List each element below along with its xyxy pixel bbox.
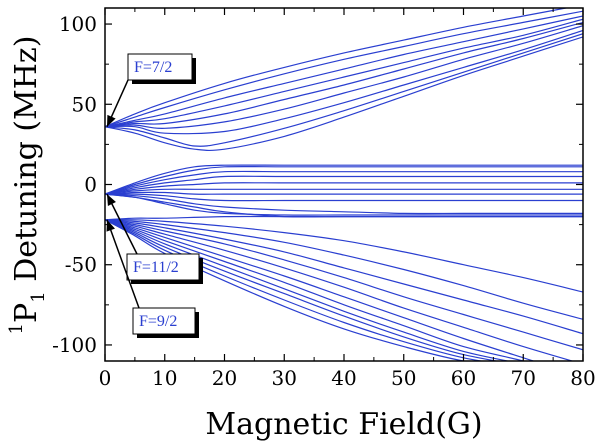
annotation-arrow-head	[107, 194, 116, 206]
annotation-1: F=7/2	[106, 53, 196, 128]
y-tick-label: 100	[59, 12, 97, 36]
series-line-17	[105, 193, 583, 202]
x-tick-label: 0	[99, 366, 112, 390]
series-line-3	[105, 15, 583, 128]
x-tick-label: 60	[451, 366, 476, 390]
series-line-29	[105, 219, 511, 361]
series-line-10	[105, 164, 583, 195]
x-tick-label: 80	[570, 366, 595, 390]
y-axis-title: 1P1 Detuning (MHz)	[6, 36, 49, 335]
annotation-box	[126, 253, 200, 281]
y-tick-label: 0	[84, 173, 97, 197]
series-line-31	[105, 219, 485, 361]
annotation-layer: F=7/2 F=11/2 F=9/2	[106, 53, 203, 338]
series-line-12	[105, 170, 583, 195]
series-line-21	[105, 215, 583, 221]
x-tick-label: 40	[331, 366, 356, 390]
series-line-16	[105, 191, 583, 195]
y-axis-title-superscript: 1	[6, 323, 27, 334]
series-line-20	[105, 193, 583, 216]
annotation-arrow-head	[106, 219, 115, 232]
annotation-arrow-shaft	[106, 193, 138, 255]
series-line-2	[105, 10, 583, 128]
y-axis-title-rest: Detuning (MHz)	[9, 36, 44, 292]
x-tick-label: 10	[152, 366, 177, 390]
series-line-13	[105, 175, 583, 195]
series-line-8	[105, 33, 583, 147]
series-line-5	[105, 21, 583, 128]
annotation-3: F=9/2	[106, 219, 199, 338]
series-line-23	[105, 219, 583, 320]
annotation-box	[127, 53, 193, 81]
annotation-2: F=11/2	[106, 193, 203, 284]
series-line-14	[105, 182, 583, 195]
annotation-arrow-shaft	[106, 219, 140, 309]
series-line-24	[105, 219, 583, 335]
series-line-22	[105, 219, 583, 293]
x-tick-label: 70	[511, 366, 536, 390]
x-tick-label: 30	[272, 366, 297, 390]
series-line-15	[105, 188, 583, 195]
series-line-32	[105, 219, 468, 361]
series-layer	[105, 8, 583, 361]
annotation-label: F=9/2	[139, 313, 177, 330]
y-tick-label: -100	[52, 333, 97, 357]
series-line-6	[105, 25, 583, 129]
series-line-26	[105, 219, 575, 361]
annotation-box	[132, 307, 196, 335]
x-tick-label: 20	[212, 366, 237, 390]
y-axis-title-text: 1P1 Detuning (MHz)	[6, 36, 49, 335]
series-line-25	[105, 219, 583, 351]
series-line-4	[105, 18, 583, 128]
series-line-7	[105, 29, 583, 135]
tick-layer: 0 10 20 30 40 50 60 70 80 -100 -50 0 50 100	[52, 8, 596, 390]
annotation-label: F=11/2	[133, 259, 179, 276]
series-line-9	[105, 36, 583, 152]
series-line-1	[105, 8, 570, 128]
series-line-11	[105, 165, 583, 195]
y-tick-label: 50	[72, 92, 97, 116]
y-axis-title-main: P	[9, 303, 44, 323]
x-axis-title: Magnetic Field(G)	[205, 407, 482, 442]
series-line-28	[105, 219, 526, 361]
y-axis-title-subscript: 1	[28, 291, 49, 302]
series-line-18	[105, 193, 583, 215]
x-tick-label: 50	[391, 366, 416, 390]
annotation-arrow-head	[107, 114, 116, 127]
annotation-label: F=7/2	[134, 59, 172, 76]
series-line-27	[105, 219, 536, 361]
y-tick-label: -50	[65, 253, 97, 277]
